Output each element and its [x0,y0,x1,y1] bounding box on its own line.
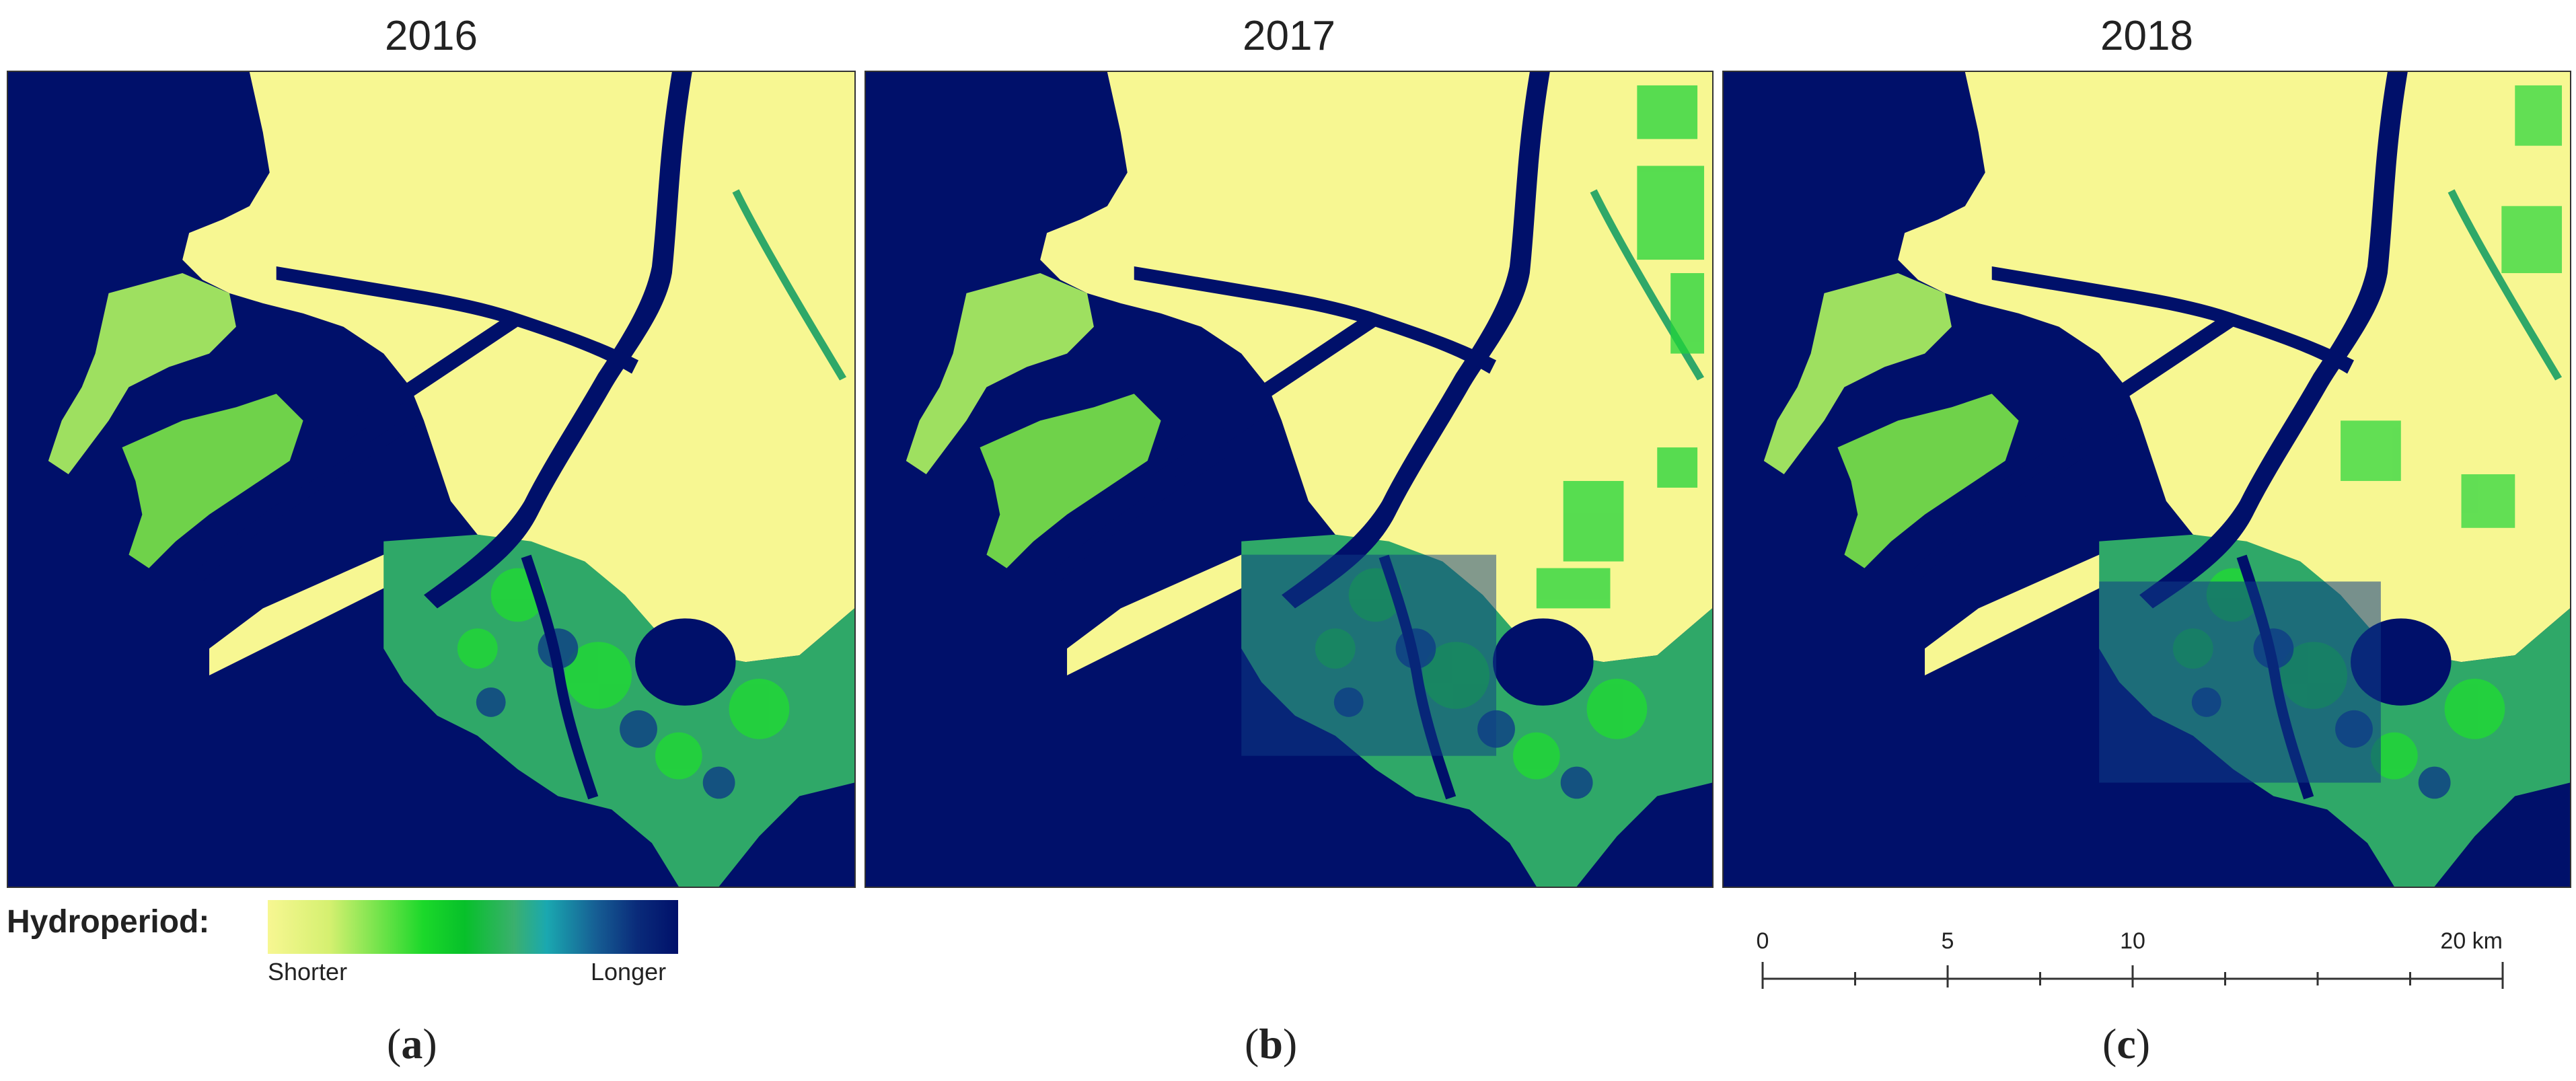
legend-low-label: Shorter [268,958,348,985]
panel-letter-b: (b) [1245,1020,1298,1068]
scale-label-20-km: 20 km [2440,928,2503,954]
legend-title: Hydroperiod: [7,904,210,940]
panel-c-year-title: 2018 [2100,13,2193,59]
map-panel-2017 [864,71,1714,888]
panel-a-year-title: 2016 [385,13,478,59]
scale-label-5: 5 [1942,928,1954,954]
panel-letter-a: (a) [387,1020,437,1068]
panel-b-year-title: 2017 [1243,13,1335,59]
scale-label-10: 10 [2120,928,2145,954]
legend-color-ramp [268,900,678,954]
map-panel-2016 [7,71,856,888]
scale-label-0: 0 [1757,928,1769,954]
legend-high-label: Longer [591,958,667,985]
panel-letter-c: (c) [2102,1020,2151,1068]
scale-bar: 0 5 10 20 km [1756,915,2509,996]
map-panel-2018 [1722,71,2571,888]
